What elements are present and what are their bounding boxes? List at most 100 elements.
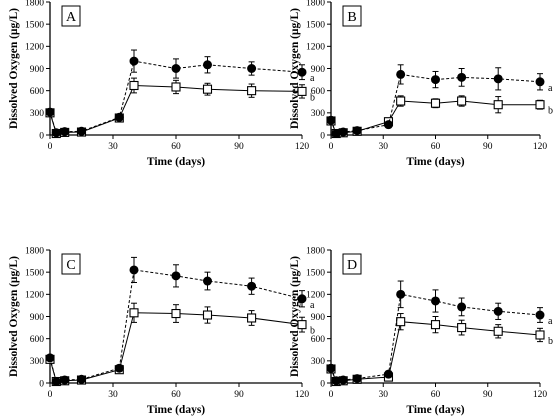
data-point-b [430,320,441,330]
y-axis-title: Dissolved Oxygen (µg/L) [8,8,20,129]
y-tick-label: 900 [311,65,326,75]
panel-b: 0 300 600 900 1200 1500 1800 0 30 60 90 120 Time (da… [289,0,553,168]
y-tick-label: 300 [30,109,45,119]
x-tick-label: 120 [533,142,548,152]
x-axis-title: Time (days) [406,156,464,168]
data-point-b [247,86,257,96]
x-axis-title: Time (days) [406,404,464,416]
x-tick-label: 30 [379,390,389,400]
panel-label: D [347,258,357,273]
y-tick-label: 1200 [306,43,325,53]
series-a: a [45,49,315,138]
data-point-a [383,120,393,130]
data-point-a [60,375,70,385]
series-a: a [45,256,315,387]
data-point-a [396,289,406,299]
panel-label: A [66,10,77,25]
series-tag-b: b [548,336,553,347]
data-point-a [171,271,181,281]
y-tick-label: 1800 [306,246,325,256]
x-tick-label: 120 [295,142,310,152]
data-point-b [129,80,139,91]
data-point-a [352,126,362,136]
x-tick-label: 90 [483,390,493,400]
data-point-b [297,86,307,96]
data-point-b [430,98,441,108]
series-tag-a: a [310,73,315,84]
data-point-a [338,127,348,137]
data-point-a [431,75,440,85]
y-tick-label: 0 [320,379,325,389]
data-point-a [171,64,181,73]
series-line-a [49,269,303,383]
data-point-a [338,375,348,385]
data-point-b [396,317,406,327]
y-tick-label: 1200 [25,291,44,301]
series-tag-b: b [310,326,315,337]
data-point-b [297,320,307,330]
data-point-b [396,96,406,106]
x-axis-title: Time (days) [147,156,205,168]
data-point-a [493,74,503,84]
y-tick-label: 0 [39,379,44,389]
data-point-a [297,294,307,304]
data-point-a [51,377,61,387]
data-point-b [129,308,139,318]
y-tick-label: 600 [311,87,326,97]
series-tag-a: a [548,83,553,94]
y-axis-title: Dissolved Oxygen (µg/L) [8,256,20,377]
y-tick-label: 600 [311,335,326,345]
x-tick-label: 30 [108,390,118,400]
x-tick-label: 30 [379,142,389,152]
x-tick-label: 120 [533,390,548,400]
x-tick-label: 0 [48,390,53,400]
data-point-a [352,374,362,384]
y-tick-label: 1500 [306,268,325,278]
series-tag-b: b [310,92,315,103]
x-tick-label: 60 [431,142,441,152]
data-point-a [457,302,467,312]
data-point-a [129,56,139,66]
series-line-b [49,312,303,383]
panel-label-box [342,253,362,275]
y-tick-label: 1500 [25,20,44,30]
data-point-a [77,374,86,384]
data-point-a [51,128,61,138]
x-tick-label: 60 [171,142,181,152]
data-point-a [129,265,139,275]
data-point-a [535,77,545,87]
y-tick-label: 1500 [306,20,325,30]
x-tick-label: 90 [234,390,244,400]
y-tick-label: 900 [30,65,45,75]
y-tick-label: 0 [320,131,325,141]
y-tick-label: 1500 [25,268,44,278]
x-tick-label: 0 [329,390,334,400]
panel-label-box [61,5,81,27]
y-tick-label: 900 [30,313,45,323]
y-tick-label: 1800 [25,0,44,8]
data-point-b [493,326,503,336]
data-point-a [45,353,55,363]
y-tick-label: 900 [311,313,326,323]
data-point-a [203,60,212,70]
x-tick-label: 60 [171,390,181,400]
y-tick-label: 300 [311,109,326,119]
x-tick-label: 0 [48,142,53,152]
data-point-a [297,67,307,77]
data-point-a [114,112,124,122]
x-tick-label: 90 [483,142,493,152]
y-tick-label: 1200 [306,291,325,301]
panel-label-box [342,5,362,27]
data-point-b [202,84,213,94]
panel-c: 0 300 600 900 1200 1500 1800 0 30 60 90 120 Time (da… [8,246,315,416]
series-tag-a: a [548,316,553,327]
data-point-a [77,126,86,136]
data-point-b [493,100,503,110]
data-point-a [114,363,124,373]
y-tick-label: 600 [30,335,45,345]
data-point-a [326,115,336,125]
panel-d: 0 300 600 900 1200 1500 1800 0 30 60 90 120 Time (da… [289,246,553,416]
data-point-a [493,306,503,316]
data-point-a [383,369,393,379]
x-tick-label: 120 [295,390,310,400]
